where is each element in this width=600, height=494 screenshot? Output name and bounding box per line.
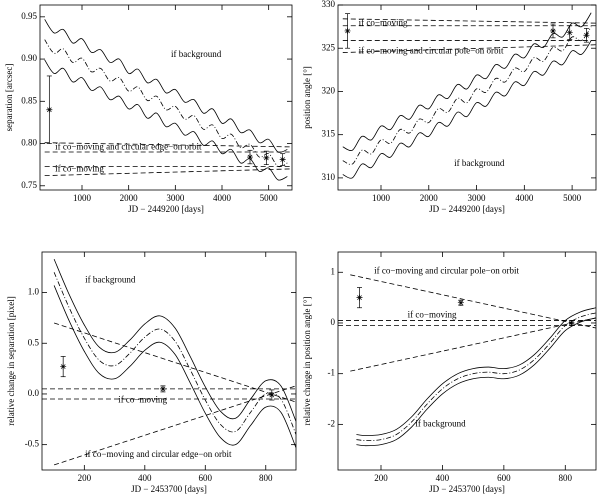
data-point xyxy=(583,32,590,39)
curve xyxy=(53,385,296,466)
annotation: if co−moving xyxy=(55,164,104,174)
x-axis-label: JD − 2449200 [days] xyxy=(128,204,204,214)
y-tick-label: 310 xyxy=(322,172,336,182)
annotation: if background xyxy=(85,274,136,284)
x-tick-label: 4000 xyxy=(515,193,534,203)
y-axis-label: relative change in separation [pixel] xyxy=(6,296,16,425)
x-tick-label: 600 xyxy=(497,473,511,483)
y-tick-label: 0.80 xyxy=(21,138,37,148)
x-tick-label: 400 xyxy=(138,473,152,483)
plot-frame xyxy=(337,251,597,471)
curve xyxy=(342,26,592,165)
plot-area xyxy=(342,12,596,179)
data-point xyxy=(60,363,67,370)
curve xyxy=(44,168,292,177)
x-tick-label: 200 xyxy=(78,473,92,483)
annotation: if co−moving xyxy=(118,394,167,404)
x-tick-label: 4000 xyxy=(213,193,232,203)
x-tick-label: 5000 xyxy=(563,193,582,203)
plot-frame xyxy=(337,4,597,191)
annotation: if co−moving xyxy=(408,309,457,319)
x-tick-label: 3000 xyxy=(166,193,185,203)
plot-frame xyxy=(41,251,297,471)
curve xyxy=(342,12,592,152)
x-tick-label: 1000 xyxy=(73,193,92,203)
data-point xyxy=(568,319,575,326)
curve xyxy=(356,307,596,436)
data-point xyxy=(247,154,253,161)
data-point xyxy=(457,299,464,306)
y-tick-label: 0.75 xyxy=(21,180,37,190)
annotation: if co−moving and circular edge−on orbit xyxy=(85,449,232,459)
y-tick-label: -0.5 xyxy=(25,439,40,449)
curve xyxy=(356,312,596,441)
y-tick-label: 1 xyxy=(331,266,336,276)
y-tick-label: 0.0 xyxy=(28,388,40,398)
curve xyxy=(356,317,596,447)
y-tick-label: 320 xyxy=(322,86,336,96)
data-point xyxy=(46,106,53,113)
y-tick-label: 1.0 xyxy=(28,287,40,297)
curve xyxy=(342,44,596,53)
y-tick-label: 330 xyxy=(322,0,336,9)
x-tick-label: 800 xyxy=(559,473,573,483)
plot-frame xyxy=(39,4,293,191)
annotation: if co−moving and circular pole−on orbit xyxy=(374,266,519,276)
data-point xyxy=(159,385,166,392)
data-point xyxy=(268,391,275,398)
curve xyxy=(53,285,296,448)
x-tick-label: 400 xyxy=(436,473,450,483)
x-tick-label: 2000 xyxy=(420,193,439,203)
curve xyxy=(342,40,592,179)
y-axis-label: position angle [°] xyxy=(302,66,312,129)
curve xyxy=(53,272,296,435)
curve xyxy=(350,274,596,329)
annotation: if background xyxy=(415,418,466,428)
curve xyxy=(44,142,292,148)
curve xyxy=(44,19,288,153)
x-axis-label: JD − 2449200 [days] xyxy=(429,204,505,214)
x-tick-label: 600 xyxy=(199,473,213,483)
plot-area xyxy=(44,19,292,181)
x-tick-label: 2000 xyxy=(120,193,139,203)
annotation: if co−moving xyxy=(359,18,408,28)
y-tick-label: 0.90 xyxy=(21,53,37,63)
x-axis-label: JD − 2453700 [days] xyxy=(429,484,505,494)
y-axis-label: separation [arcsec] xyxy=(4,64,14,132)
x-tick-label: 1000 xyxy=(372,193,391,203)
annotation: if background xyxy=(171,49,222,59)
x-tick-label: 200 xyxy=(374,473,388,483)
data-point xyxy=(356,294,363,301)
plot-area xyxy=(338,274,596,447)
y-tick-label: 0.95 xyxy=(21,11,37,21)
plot-area xyxy=(42,258,296,466)
y-tick-label: 0 xyxy=(331,317,336,327)
y-tick-label: 0.85 xyxy=(21,95,37,105)
curve xyxy=(350,317,596,372)
y-tick-label: -1 xyxy=(328,368,336,378)
curve xyxy=(44,39,288,168)
y-tick-label: 0.5 xyxy=(28,337,40,347)
data-point xyxy=(263,154,270,161)
x-axis-label: JD − 2453700 [days] xyxy=(131,484,207,494)
annotation: if co−moving and circular pole−on orbit xyxy=(359,45,504,55)
data-point xyxy=(550,27,556,34)
y-tick-label: 325 xyxy=(322,42,336,52)
y-axis-label: relative change in position angle [°] xyxy=(302,297,312,426)
curve xyxy=(53,258,296,422)
x-tick-label: 5000 xyxy=(260,193,279,203)
annotation: if co−moving and circular edge−on orbit xyxy=(55,142,202,152)
curve xyxy=(53,322,296,403)
x-tick-label: 3000 xyxy=(468,193,487,203)
y-tick-label: -2 xyxy=(328,418,336,428)
x-tick-label: 800 xyxy=(259,473,273,483)
curve xyxy=(44,59,288,181)
data-point xyxy=(344,27,351,34)
annotation: if background xyxy=(454,158,505,168)
data-point xyxy=(279,156,286,163)
y-tick-label: 315 xyxy=(322,129,336,139)
data-point xyxy=(566,29,573,36)
curve xyxy=(342,18,596,24)
